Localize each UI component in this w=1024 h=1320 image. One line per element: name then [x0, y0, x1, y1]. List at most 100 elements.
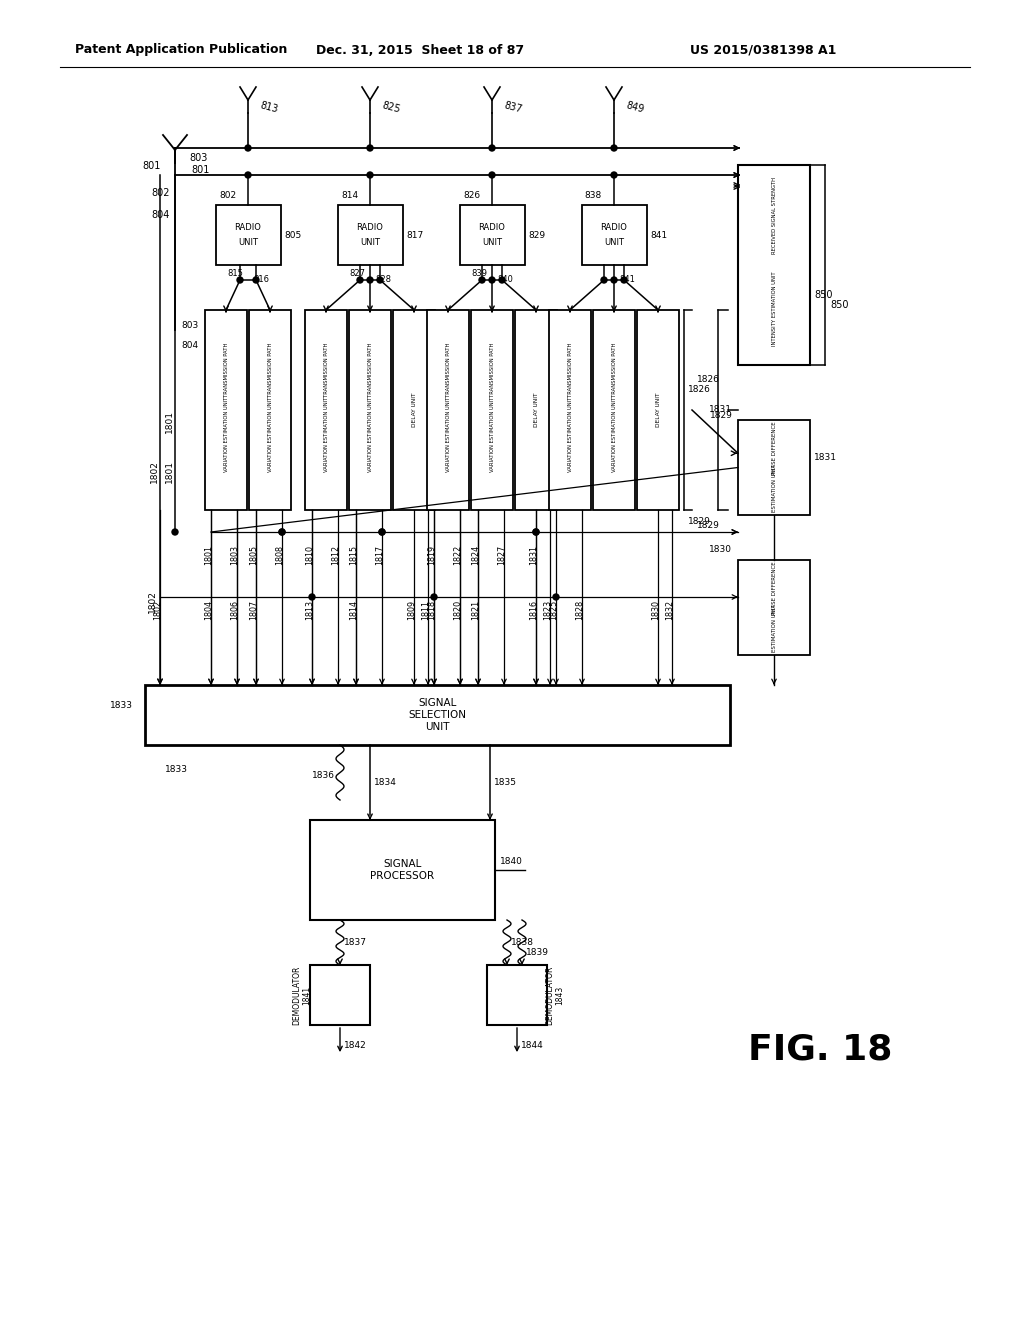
- Text: 1806: 1806: [230, 601, 240, 620]
- Text: 1838: 1838: [511, 939, 534, 946]
- Text: 802: 802: [152, 187, 170, 198]
- Text: VARIATION ESTIMATION UNIT: VARIATION ESTIMATION UNIT: [445, 396, 451, 471]
- Text: 816: 816: [253, 276, 269, 285]
- Circle shape: [621, 277, 627, 282]
- Text: 841: 841: [650, 231, 667, 239]
- Text: 801: 801: [191, 165, 209, 176]
- Text: VARIATION ESTIMATION UNIT: VARIATION ESTIMATION UNIT: [223, 396, 228, 471]
- Circle shape: [379, 529, 385, 535]
- Circle shape: [601, 277, 607, 282]
- Text: 1844: 1844: [521, 1040, 544, 1049]
- Text: 817: 817: [406, 231, 423, 239]
- Text: 850: 850: [814, 290, 833, 300]
- Text: 839: 839: [471, 268, 487, 277]
- Circle shape: [611, 172, 617, 178]
- Text: DELAY UNIT: DELAY UNIT: [534, 393, 539, 428]
- Text: 1832: 1832: [666, 601, 675, 620]
- Text: 1801: 1801: [165, 459, 173, 483]
- Text: 838: 838: [585, 190, 602, 199]
- Circle shape: [279, 529, 285, 535]
- Text: DEMODULATOR
1843: DEMODULATOR 1843: [546, 965, 564, 1024]
- Text: 1812: 1812: [332, 545, 341, 565]
- Text: 1821: 1821: [471, 601, 480, 620]
- Bar: [338, 205, 403, 265]
- Text: Patent Application Publication: Patent Application Publication: [75, 44, 288, 57]
- Text: 1827: 1827: [498, 545, 507, 565]
- Bar: [637, 310, 679, 510]
- Text: 1819: 1819: [427, 545, 436, 565]
- Circle shape: [489, 145, 495, 150]
- Bar: [582, 205, 647, 265]
- Text: 1815: 1815: [349, 545, 358, 565]
- Circle shape: [367, 172, 373, 178]
- Text: 1817: 1817: [376, 545, 384, 565]
- Text: 1825: 1825: [550, 601, 558, 620]
- Bar: [249, 310, 291, 510]
- Circle shape: [309, 594, 315, 601]
- Text: SIGNAL
PROCESSOR: SIGNAL PROCESSOR: [371, 859, 434, 880]
- Text: 1804: 1804: [205, 601, 213, 620]
- Circle shape: [553, 594, 559, 601]
- Text: VARIATION ESTIMATION UNIT: VARIATION ESTIMATION UNIT: [267, 396, 272, 471]
- Text: 1828: 1828: [575, 601, 585, 620]
- Text: US 2015/0381398 A1: US 2015/0381398 A1: [690, 44, 837, 57]
- Circle shape: [611, 277, 617, 282]
- Bar: [205, 310, 247, 510]
- Text: 1840: 1840: [500, 858, 523, 866]
- Text: 804: 804: [182, 341, 199, 350]
- Circle shape: [253, 277, 259, 282]
- Text: 840: 840: [497, 276, 513, 285]
- Text: 1818: 1818: [427, 601, 436, 620]
- Text: 829: 829: [528, 231, 545, 239]
- Bar: [216, 205, 281, 265]
- Circle shape: [379, 529, 385, 535]
- Text: TRANSMISSION PATH: TRANSMISSION PATH: [445, 343, 451, 397]
- Text: 1801: 1801: [205, 545, 213, 565]
- Text: 1811: 1811: [422, 601, 430, 620]
- Bar: [738, 560, 810, 655]
- Bar: [310, 820, 495, 920]
- Text: RADIO: RADIO: [234, 223, 261, 232]
- Text: FIG. 18: FIG. 18: [748, 1034, 892, 1067]
- Text: TRANSMISSION PATH: TRANSMISSION PATH: [567, 343, 572, 397]
- Text: RADIO: RADIO: [356, 223, 383, 232]
- Text: 813: 813: [259, 100, 280, 115]
- Bar: [738, 165, 810, 366]
- Bar: [310, 965, 370, 1026]
- Bar: [145, 685, 730, 744]
- Text: 1836: 1836: [312, 771, 335, 780]
- Text: 850: 850: [830, 300, 849, 310]
- Circle shape: [479, 277, 485, 282]
- Text: TRANSMISSION PATH: TRANSMISSION PATH: [368, 343, 373, 397]
- Circle shape: [237, 277, 243, 282]
- Text: VARIATION ESTIMATION UNIT: VARIATION ESTIMATION UNIT: [368, 396, 373, 471]
- Text: 1837: 1837: [344, 939, 367, 946]
- Text: PHASE DIFFERENCE: PHASE DIFFERENCE: [771, 421, 776, 475]
- Text: TRANSMISSION PATH: TRANSMISSION PATH: [489, 343, 495, 397]
- Text: UNIT: UNIT: [604, 238, 624, 247]
- Text: 826: 826: [463, 190, 480, 199]
- Bar: [487, 965, 547, 1026]
- Text: VARIATION ESTIMATION UNIT: VARIATION ESTIMATION UNIT: [489, 396, 495, 471]
- Text: 1802: 1802: [154, 601, 163, 620]
- Text: 1831: 1831: [529, 545, 539, 565]
- Text: ESTIMATION UNIT: ESTIMATION UNIT: [771, 465, 776, 512]
- Circle shape: [534, 529, 539, 535]
- Text: 1826: 1826: [688, 385, 711, 395]
- Text: 803: 803: [181, 321, 199, 330]
- Circle shape: [489, 172, 495, 178]
- Circle shape: [245, 145, 251, 150]
- Text: TRANSMISSION PATH: TRANSMISSION PATH: [267, 343, 272, 397]
- Text: TRANSMISSION PATH: TRANSMISSION PATH: [611, 343, 616, 397]
- Text: 837: 837: [503, 100, 523, 115]
- Text: 805: 805: [284, 231, 301, 239]
- Text: SIGNAL
SELECTION
UNIT: SIGNAL SELECTION UNIT: [409, 698, 467, 731]
- Text: RADIO: RADIO: [478, 223, 506, 232]
- Circle shape: [357, 277, 362, 282]
- Text: 1810: 1810: [305, 545, 314, 565]
- Bar: [549, 310, 591, 510]
- Text: 815: 815: [227, 268, 243, 277]
- Text: 1802: 1802: [150, 459, 159, 483]
- Circle shape: [499, 277, 505, 282]
- Bar: [593, 310, 635, 510]
